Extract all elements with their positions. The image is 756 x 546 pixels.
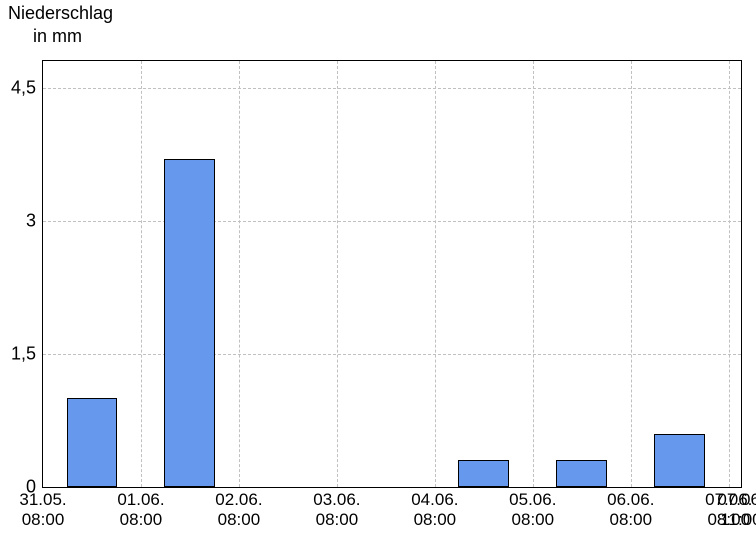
x-tick-label: 02.06. 08:00 <box>215 490 262 531</box>
bar <box>164 159 215 487</box>
gridline-vertical <box>631 61 632 487</box>
y-tick-label: 3 <box>0 210 36 231</box>
gridline-vertical <box>337 61 338 487</box>
y-tick-label: 4,5 <box>0 77 36 98</box>
x-tick-label: 31.05. 08:00 <box>19 490 66 531</box>
gridline-horizontal <box>43 88 741 89</box>
gridline-vertical <box>435 61 436 487</box>
x-tick-label: 01.06. 08:00 <box>117 490 164 531</box>
x-tick-label: 05.06. 08:00 <box>509 490 556 531</box>
chart-title: Niederschlag in mm <box>8 2 113 47</box>
bar <box>458 460 509 487</box>
gridline-vertical <box>729 61 730 487</box>
plot-area <box>42 60 742 488</box>
gridline-horizontal <box>43 354 741 355</box>
gridline-horizontal <box>43 221 741 222</box>
gridline-vertical <box>533 61 534 487</box>
x-tick-label: 07.06. 11:00 <box>717 490 756 531</box>
gridline-vertical <box>141 61 142 487</box>
bar <box>67 398 118 487</box>
bar <box>654 434 705 487</box>
x-tick-label: 03.06. 08:00 <box>313 490 360 531</box>
gridline-vertical <box>239 61 240 487</box>
chart-container: { "chart": { "type": "bar", "title": "Ni… <box>0 0 756 546</box>
y-tick-label: 1,5 <box>0 343 36 364</box>
bar <box>556 460 607 487</box>
x-tick-label: 04.06. 08:00 <box>411 490 458 531</box>
x-tick-label: 06.06. 08:00 <box>607 490 654 531</box>
